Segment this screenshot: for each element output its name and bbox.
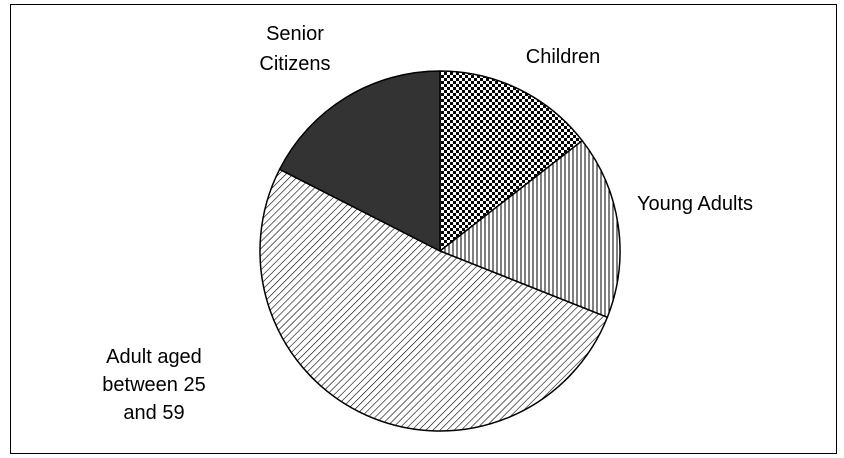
slice-label-young-adults: Young Adults	[637, 193, 753, 215]
slice-label-senior-citizens: Senior Citizens	[259, 23, 330, 75]
pie-slice-adult-aged-between-25-and-59	[259, 168, 609, 432]
pie-slice-senior-citizens	[278, 70, 441, 252]
pie-slice-young-adults	[439, 139, 621, 319]
slice-label-children: Children	[526, 46, 600, 68]
pie-slice-children	[439, 70, 583, 252]
slice-label-adult-aged-between-25-and-59: Adult aged between 25 and 59	[102, 346, 205, 424]
